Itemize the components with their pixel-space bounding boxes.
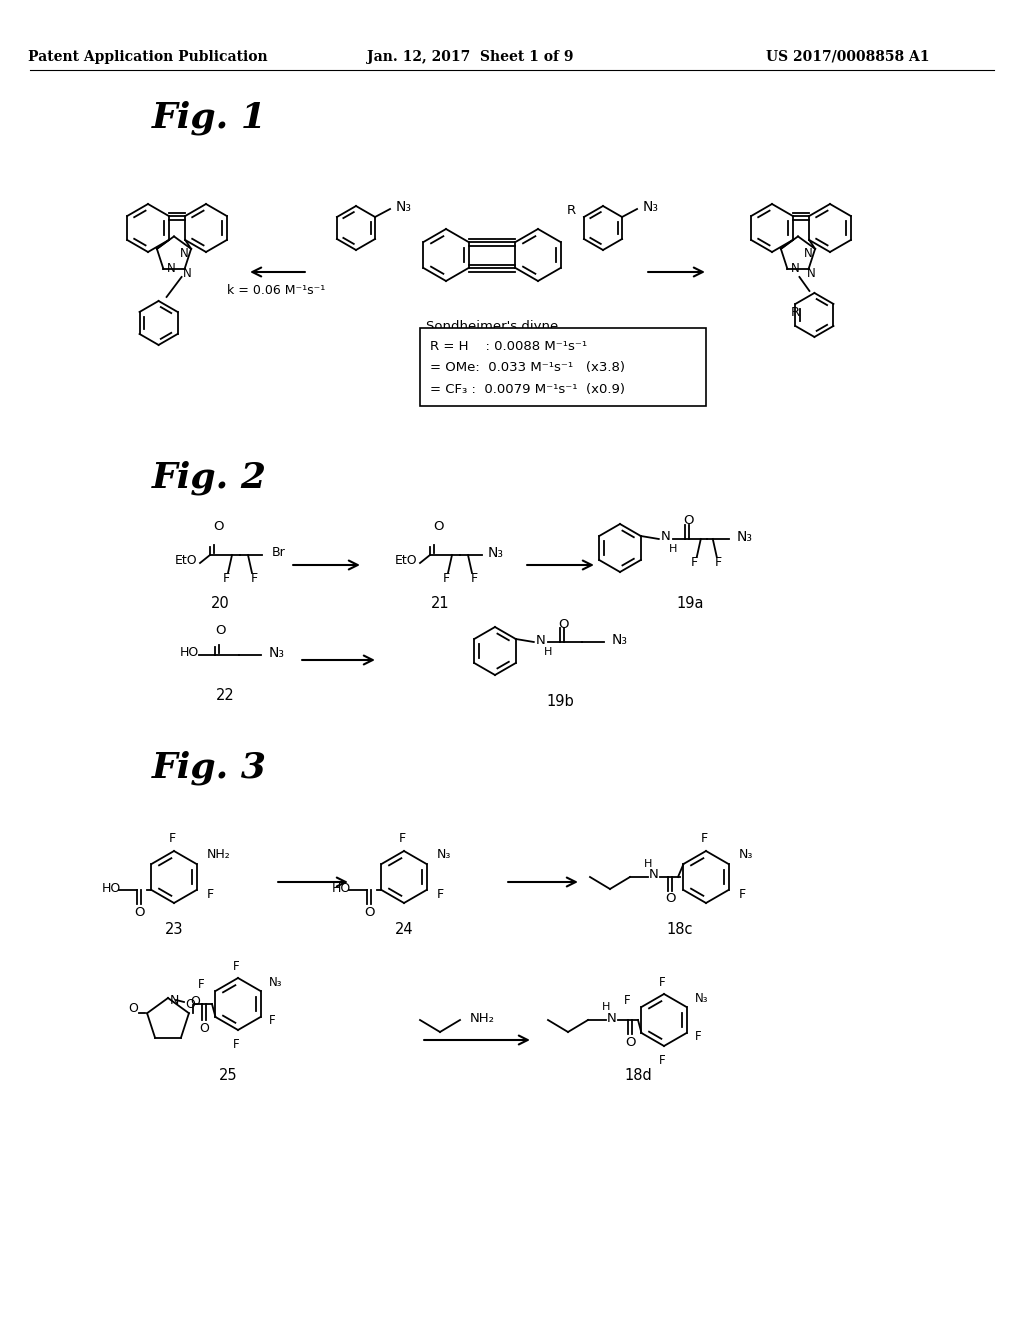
Text: Sondheimer's diyne: Sondheimer's diyne (426, 319, 558, 333)
Text: O: O (558, 618, 569, 631)
Text: N₃: N₃ (694, 993, 708, 1006)
Text: O: O (199, 1022, 209, 1035)
Text: N: N (792, 263, 800, 276)
Text: Patent Application Publication: Patent Application Publication (29, 50, 268, 63)
Text: NH₂: NH₂ (470, 1011, 495, 1024)
Text: F: F (232, 1038, 240, 1051)
Text: k = 0.06 M⁻¹s⁻¹: k = 0.06 M⁻¹s⁻¹ (227, 285, 326, 297)
Text: O: O (625, 1035, 635, 1048)
Text: F: F (691, 557, 698, 569)
Text: 19a: 19a (676, 595, 703, 610)
Text: F: F (625, 994, 631, 1007)
Text: F: F (738, 887, 745, 900)
Text: N: N (183, 268, 191, 280)
Text: F: F (398, 833, 406, 846)
Text: N₃: N₃ (737, 531, 753, 544)
Text: N₃: N₃ (488, 546, 504, 560)
Text: Br: Br (272, 546, 286, 560)
Text: F: F (168, 833, 175, 846)
Text: O: O (128, 1002, 138, 1015)
Text: F: F (658, 975, 666, 989)
Text: HO: HO (101, 882, 121, 895)
Text: F: F (700, 833, 708, 846)
Text: 18d: 18d (624, 1068, 652, 1082)
Text: 22: 22 (216, 688, 234, 702)
Text: NH₂: NH₂ (207, 847, 230, 861)
Text: EtO: EtO (394, 554, 418, 568)
Text: N₃: N₃ (738, 847, 753, 861)
Text: O: O (190, 995, 200, 1007)
Text: F: F (222, 573, 229, 586)
Text: Fig. 2: Fig. 2 (152, 461, 267, 495)
Text: F: F (470, 573, 477, 586)
Text: N: N (649, 869, 658, 882)
Text: O: O (215, 624, 225, 638)
Text: F: F (207, 887, 214, 900)
Text: H: H (544, 647, 552, 657)
Text: R: R (566, 203, 575, 216)
Text: O: O (134, 906, 144, 919)
Bar (420, 327, 706, 407)
Text: N: N (536, 634, 546, 647)
Text: F: F (442, 573, 450, 586)
Text: N₃: N₃ (268, 977, 282, 990)
Text: N₃: N₃ (611, 634, 628, 647)
Text: N₃: N₃ (643, 201, 659, 214)
Text: Fig. 1: Fig. 1 (152, 100, 267, 135)
Text: = CF₃ :  0.0079 M⁻¹s⁻¹  (x0.9): = CF₃ : 0.0079 M⁻¹s⁻¹ (x0.9) (430, 384, 625, 396)
Text: N₃: N₃ (436, 847, 451, 861)
Text: N: N (180, 247, 188, 260)
Text: N: N (807, 268, 816, 280)
Text: N: N (660, 531, 671, 544)
Text: F: F (251, 573, 258, 586)
Text: 18c: 18c (667, 921, 693, 936)
Text: O: O (684, 515, 694, 528)
Text: F: F (715, 557, 722, 569)
Text: 25: 25 (219, 1068, 238, 1082)
Text: 24: 24 (394, 921, 414, 936)
Text: F: F (436, 887, 443, 900)
Text: = OMe:  0.033 M⁻¹s⁻¹   (x3.8): = OMe: 0.033 M⁻¹s⁻¹ (x3.8) (430, 362, 625, 375)
Text: N₃: N₃ (269, 645, 285, 660)
Text: 23: 23 (165, 921, 183, 936)
Text: Fig. 3: Fig. 3 (152, 751, 267, 785)
Text: H: H (602, 1002, 610, 1012)
Text: F: F (658, 1053, 666, 1067)
Text: O: O (365, 906, 375, 919)
Text: F: F (232, 960, 240, 973)
Text: R: R (791, 306, 800, 319)
Text: F: F (694, 1031, 701, 1044)
Text: H: H (669, 544, 677, 554)
Text: N: N (804, 247, 812, 260)
Text: O: O (213, 520, 223, 533)
Text: O: O (433, 520, 443, 533)
Text: 21: 21 (431, 595, 450, 610)
Text: O: O (665, 892, 675, 906)
Text: N: N (167, 263, 176, 276)
Text: HO: HO (179, 647, 199, 660)
Text: US 2017/0008858 A1: US 2017/0008858 A1 (766, 50, 930, 63)
Text: EtO: EtO (175, 554, 198, 568)
Text: O: O (185, 998, 195, 1011)
Text: Jan. 12, 2017  Sheet 1 of 9: Jan. 12, 2017 Sheet 1 of 9 (367, 50, 573, 63)
Text: N: N (169, 994, 178, 1006)
Text: HO: HO (332, 882, 351, 895)
Text: F: F (199, 978, 205, 991)
Text: F: F (268, 1015, 275, 1027)
Text: N: N (607, 1011, 616, 1024)
Text: 20: 20 (211, 595, 229, 610)
Text: N₃: N₃ (396, 201, 412, 214)
Text: 19b: 19b (546, 693, 573, 709)
Text: H: H (644, 859, 652, 869)
Text: R = H    : 0.0088 M⁻¹s⁻¹: R = H : 0.0088 M⁻¹s⁻¹ (430, 339, 587, 352)
